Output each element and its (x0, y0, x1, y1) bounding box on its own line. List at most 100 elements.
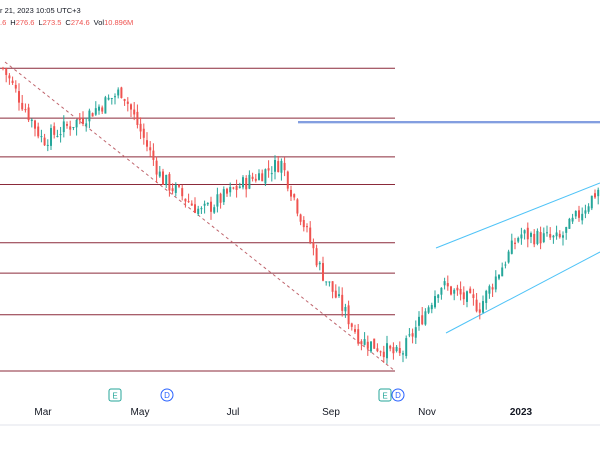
candle-body (325, 281, 328, 283)
candle-body (466, 291, 468, 302)
candle-body (290, 189, 292, 197)
candle-body (53, 126, 56, 135)
candle-body (338, 294, 340, 296)
candle-body (258, 173, 260, 180)
candle-body (152, 150, 155, 160)
candle-body (136, 111, 139, 125)
candle-body (315, 248, 318, 266)
candle-body (549, 234, 552, 238)
earnings-marker-label: E (382, 392, 387, 401)
candle-body (440, 287, 443, 295)
candle-body (14, 84, 17, 89)
candle-body (178, 184, 180, 187)
candle-body (539, 231, 542, 244)
candle-body (357, 329, 360, 344)
candle-body (78, 117, 81, 121)
candle-body (504, 264, 507, 266)
candle-body (149, 147, 152, 151)
candle-body (344, 307, 347, 312)
time-axis: Mar May Jul Sep Nov 2023 (34, 407, 532, 418)
candle-body (360, 341, 363, 345)
candle-body (226, 188, 228, 194)
x-tick-label: May (131, 407, 150, 418)
candle-body (261, 173, 264, 182)
candle-body (30, 119, 33, 122)
candle-body (382, 351, 385, 358)
candle-body (514, 242, 516, 244)
candle-body (155, 160, 158, 175)
candle-body (430, 305, 433, 310)
legend-low: 273.5 (42, 18, 62, 27)
candle-body (190, 203, 193, 206)
x-tick-label: Sep (322, 407, 340, 418)
candle-body (203, 203, 206, 206)
candle-body (478, 309, 481, 313)
candle-body (46, 144, 49, 146)
candle-body (72, 127, 75, 129)
horizontal-levels (0, 67, 395, 372)
candle-body (50, 128, 52, 146)
candle-body (162, 171, 164, 185)
candle-body (424, 311, 427, 325)
candle-body (133, 109, 136, 115)
candle-body (475, 299, 478, 312)
candle-body (229, 186, 232, 193)
candle-body (395, 346, 398, 352)
candle-body (56, 135, 59, 137)
candle-body (533, 233, 536, 245)
candle-body (453, 289, 456, 294)
candle-body (37, 126, 40, 137)
candle-body (270, 173, 273, 175)
candle-body (366, 341, 369, 349)
candle-body (482, 301, 484, 313)
candle-body (98, 106, 100, 111)
candle-body (341, 294, 344, 311)
candles (2, 66, 600, 364)
dashed-downtrend-line (4, 61, 396, 372)
ohlc-legend: r 21, 2023 10:05 UTC+3 .6 H 276.6 L 273.5 … (0, 5, 600, 31)
candle-body (370, 341, 372, 352)
candle-body (242, 177, 244, 188)
candle-body (222, 189, 225, 203)
legend-volume: 10.896M (104, 18, 134, 27)
candle-body (443, 281, 446, 286)
candle-body (299, 214, 302, 222)
dividend-marker-label: D (164, 391, 170, 400)
candle-body (574, 211, 577, 217)
legend-close-label: C (65, 18, 71, 27)
candle-body (542, 233, 545, 242)
candle-body (5, 68, 8, 75)
candle-body (142, 128, 145, 138)
channel-lower-line (445, 251, 600, 334)
dividend-marker (391, 388, 405, 402)
candle-body (450, 286, 452, 295)
candle-body (565, 227, 568, 233)
candle-body (318, 262, 321, 265)
candle-body (59, 134, 62, 136)
candle-body (456, 287, 459, 291)
candle-body (302, 219, 305, 228)
candle-body (379, 351, 382, 353)
candle-body (520, 234, 523, 239)
legend-high-label: H (10, 18, 16, 27)
candle-body (398, 348, 401, 354)
candle-body (171, 188, 174, 192)
candle-body (469, 288, 472, 294)
candle-body (8, 75, 11, 79)
candle-body (293, 194, 296, 198)
candle-body (405, 338, 408, 357)
candle-body (158, 171, 161, 177)
candle-body (350, 323, 353, 327)
candle-body (296, 199, 299, 214)
candle-body (408, 334, 411, 336)
candle-body (248, 174, 251, 189)
candle-body (581, 213, 584, 221)
candle-body (363, 339, 366, 345)
candle-body (555, 232, 558, 237)
candle-body (251, 176, 254, 179)
candle-body (174, 185, 177, 193)
candle-body (110, 97, 113, 99)
candle-body (501, 267, 504, 277)
